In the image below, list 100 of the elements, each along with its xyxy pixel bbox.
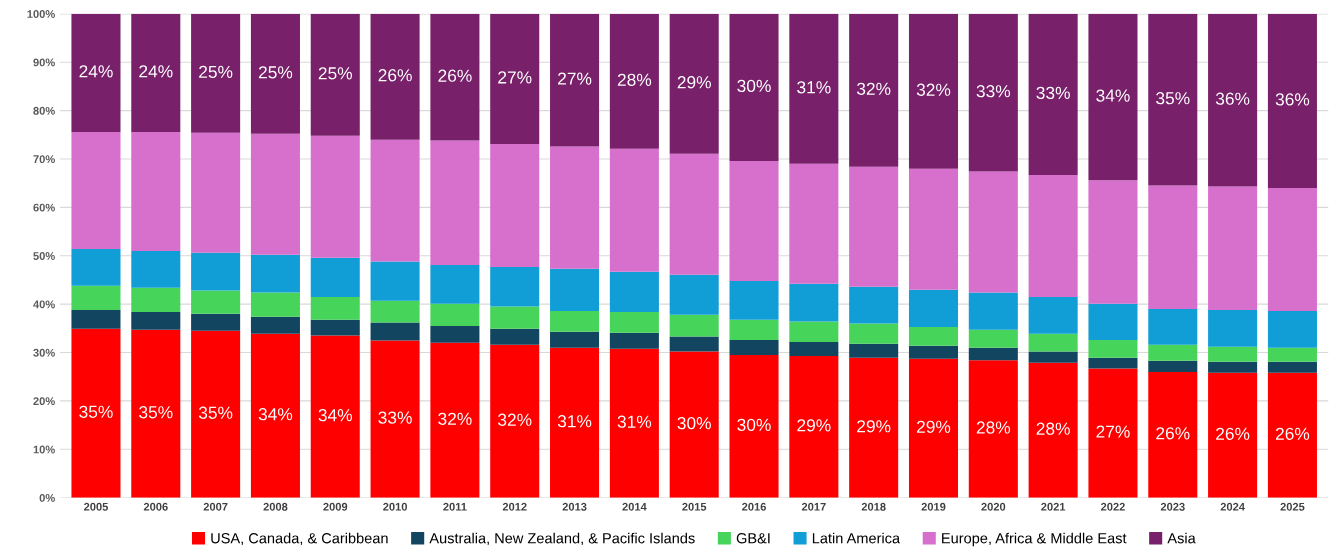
data-label: 24% [139, 65, 173, 78]
bar [370, 322, 420, 341]
bar [1148, 185, 1198, 309]
bar [310, 13, 360, 136]
bar [1028, 362, 1078, 498]
bar [71, 248, 121, 286]
bar [908, 358, 959, 498]
data-label: 35% [139, 406, 173, 419]
bar [550, 310, 600, 332]
bar [669, 314, 719, 337]
data-label: 29% [857, 420, 891, 433]
bar [1208, 361, 1258, 373]
bar [191, 132, 241, 253]
bar [1088, 339, 1138, 358]
bar [1267, 347, 1317, 362]
x-tick-label: 2009 [323, 502, 348, 511]
data-label: 34% [258, 408, 293, 421]
bar [669, 274, 719, 315]
bar [849, 343, 899, 358]
bar [1028, 333, 1078, 352]
bar [490, 344, 540, 498]
x-tick-label: 2011 [443, 502, 467, 511]
bar [669, 351, 719, 498]
y-tick-label: 80% [33, 106, 55, 115]
bar [250, 13, 300, 134]
bar [250, 316, 300, 334]
bar [849, 357, 899, 498]
data-label: 35% [79, 405, 113, 418]
bar [310, 296, 360, 320]
bar [250, 333, 300, 498]
y-tick-label: 30% [33, 348, 55, 357]
bar [191, 330, 241, 498]
data-label: 25% [258, 66, 293, 79]
data-label: 26% [1275, 427, 1310, 440]
bar [729, 13, 779, 161]
bar [1267, 13, 1317, 189]
bar [729, 339, 779, 355]
data-label: 36% [1215, 92, 1250, 105]
bar [849, 13, 899, 167]
data-label: 30% [737, 418, 771, 431]
x-tick-label: 2012 [502, 502, 527, 511]
data-label: 25% [199, 65, 233, 78]
bar [191, 13, 241, 133]
x-tick-label: 2020 [981, 502, 1006, 511]
bar [370, 261, 420, 301]
bar [250, 254, 300, 293]
bar [849, 286, 899, 324]
bar [1088, 357, 1138, 369]
data-label: 26% [438, 69, 472, 82]
bar [609, 348, 659, 498]
y-tick-label: 60% [33, 203, 55, 212]
data-label: 32% [916, 83, 951, 96]
data-label: 29% [797, 419, 831, 432]
data-label: 29% [677, 76, 711, 89]
y-tick-label: 100% [27, 10, 55, 18]
bar [609, 271, 659, 312]
bar [490, 328, 540, 345]
bar [131, 329, 181, 498]
bar [1148, 13, 1198, 186]
bar [1088, 180, 1138, 304]
bar [191, 313, 241, 331]
bar [250, 292, 300, 317]
data-label: 31% [797, 81, 831, 94]
bar [1028, 296, 1078, 334]
data-label: 24% [79, 65, 113, 78]
bar [968, 347, 1018, 361]
data-label: 28% [976, 421, 1011, 434]
x-tick-label: 2013 [562, 502, 587, 511]
bar [370, 139, 420, 262]
data-label: 27% [498, 71, 532, 84]
bar [71, 131, 121, 249]
x-tick-label: 2023 [1160, 502, 1185, 511]
bar [550, 13, 600, 147]
bar [968, 292, 1018, 330]
bar [490, 13, 540, 144]
x-tick-label: 2008 [263, 502, 288, 511]
bar [1028, 13, 1078, 175]
bar [310, 335, 360, 498]
bar [1267, 361, 1317, 373]
data-label: 28% [1036, 422, 1070, 435]
bar [490, 143, 540, 267]
data-label: 34% [318, 409, 353, 422]
bar [968, 171, 1018, 293]
bar [71, 285, 121, 310]
bar [729, 280, 779, 320]
bar [550, 331, 600, 348]
bar [430, 13, 480, 141]
bar [550, 268, 600, 311]
bar [71, 328, 121, 498]
data-label: 35% [1156, 92, 1190, 105]
bar [370, 13, 420, 140]
legend-label: Latin America [812, 532, 901, 544]
data-label: 33% [378, 411, 412, 424]
data-label: 26% [1156, 427, 1190, 440]
bar [789, 355, 839, 498]
y-tick-label: 20% [33, 397, 55, 406]
x-tick-label: 2025 [1280, 502, 1305, 511]
data-label: 32% [438, 412, 472, 425]
bar [1028, 351, 1078, 363]
bar [131, 131, 181, 251]
